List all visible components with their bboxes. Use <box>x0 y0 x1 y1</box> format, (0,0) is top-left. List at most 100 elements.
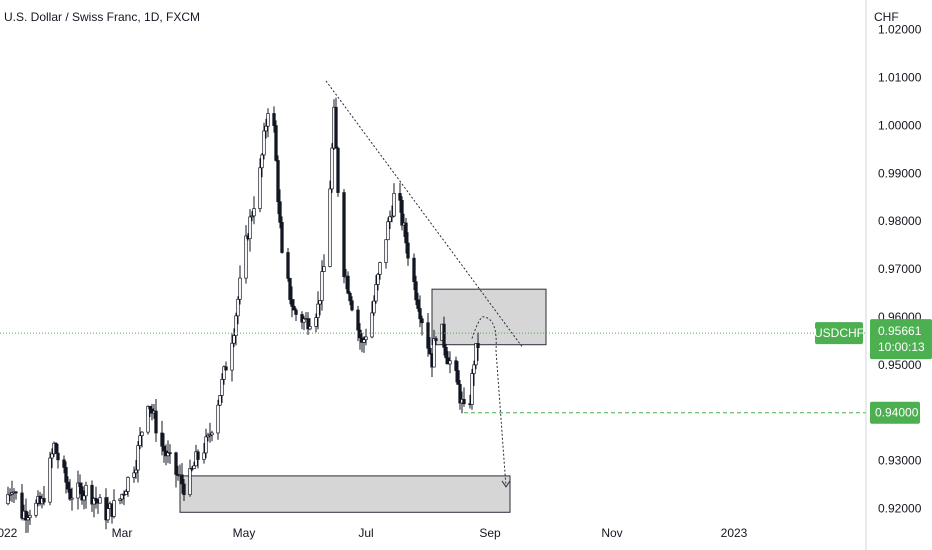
projection-arrowhead <box>501 480 511 488</box>
candle <box>82 490 86 510</box>
candle <box>20 483 24 521</box>
candle <box>248 209 252 252</box>
candle <box>320 260 324 311</box>
candle <box>90 480 94 512</box>
candle <box>350 296 354 312</box>
candle <box>280 216 284 254</box>
price-tick-label: 1.02000 <box>878 23 922 37</box>
candle <box>238 265 242 305</box>
candle <box>260 153 264 178</box>
candle <box>26 511 30 533</box>
candle <box>406 232 410 266</box>
candle <box>234 312 238 346</box>
candle <box>160 420 164 456</box>
candle <box>294 307 298 321</box>
price-badges: USDCHF 0.95661 10:00:13 0.94000 <box>814 319 932 424</box>
candle <box>94 486 98 509</box>
trendline[interactable] <box>325 80 523 347</box>
candle <box>416 292 420 312</box>
candle <box>48 451 52 506</box>
price-tick-label: 0.95000 <box>878 358 922 372</box>
candle <box>364 328 368 346</box>
candle <box>400 196 404 231</box>
candle <box>414 275 418 305</box>
candle <box>474 343 478 370</box>
candle <box>146 405 150 435</box>
candle <box>334 97 338 149</box>
bar-countdown: 10:00:13 <box>878 340 925 354</box>
candle <box>418 295 422 328</box>
candle <box>118 498 122 505</box>
candle <box>188 459 192 497</box>
candle <box>300 311 304 330</box>
candle <box>148 405 152 417</box>
candle <box>372 295 376 316</box>
candle <box>140 431 144 448</box>
resistance-zone[interactable] <box>431 288 547 346</box>
candle <box>412 253 416 291</box>
candle <box>266 108 270 138</box>
candle <box>470 368 474 410</box>
last-price-badge <box>870 319 932 360</box>
candle <box>70 487 74 511</box>
time-tick-label: Jul <box>358 526 373 540</box>
candle <box>398 182 402 213</box>
time-tick-label: May <box>233 526 256 540</box>
candle <box>120 493 124 504</box>
support-zone[interactable] <box>179 475 511 513</box>
candle <box>54 442 58 454</box>
candle <box>358 323 362 350</box>
candle <box>244 225 248 284</box>
candle <box>456 361 460 385</box>
candle <box>224 361 228 371</box>
candle <box>98 494 102 504</box>
candle <box>336 146 340 197</box>
candle <box>168 444 172 464</box>
price-tick-label: 1.00000 <box>878 118 922 132</box>
candle <box>196 449 200 469</box>
time-tick-label: 2023 <box>721 526 748 540</box>
candle <box>208 422 212 443</box>
drawings-layer <box>0 80 866 488</box>
candle <box>376 272 380 291</box>
candle <box>236 296 240 325</box>
candle <box>278 189 282 229</box>
time-axis[interactable]: 2022 Mar May Jul Sep Nov 2023 <box>0 526 748 540</box>
candle <box>378 261 382 280</box>
candle <box>252 196 256 225</box>
candle <box>426 313 430 357</box>
candle <box>316 291 320 330</box>
candle <box>126 476 130 497</box>
candle <box>272 106 276 133</box>
projection-path[interactable] <box>471 316 507 487</box>
candle <box>216 399 220 440</box>
price-tick-label: 0.92000 <box>878 501 922 515</box>
candle <box>124 489 128 495</box>
candle <box>62 455 66 474</box>
price-tick-label: 1.01000 <box>878 71 922 85</box>
candle <box>442 316 446 356</box>
candle <box>362 336 366 353</box>
candle <box>220 373 224 403</box>
candle <box>230 333 234 382</box>
candle <box>386 217 390 241</box>
level-price-value: 0.94000 <box>875 406 919 420</box>
candle <box>180 463 184 494</box>
candle <box>182 479 186 501</box>
candle <box>6 486 10 506</box>
candle <box>162 433 166 463</box>
candle <box>10 480 14 503</box>
candle <box>390 205 394 223</box>
candle <box>64 461 68 494</box>
candle <box>290 286 294 318</box>
candle <box>258 158 262 213</box>
candle <box>428 336 432 355</box>
candle <box>66 476 70 493</box>
price-tick-label: 0.98000 <box>878 214 922 228</box>
candle <box>80 482 84 505</box>
candle <box>68 479 72 501</box>
candle <box>432 329 436 368</box>
